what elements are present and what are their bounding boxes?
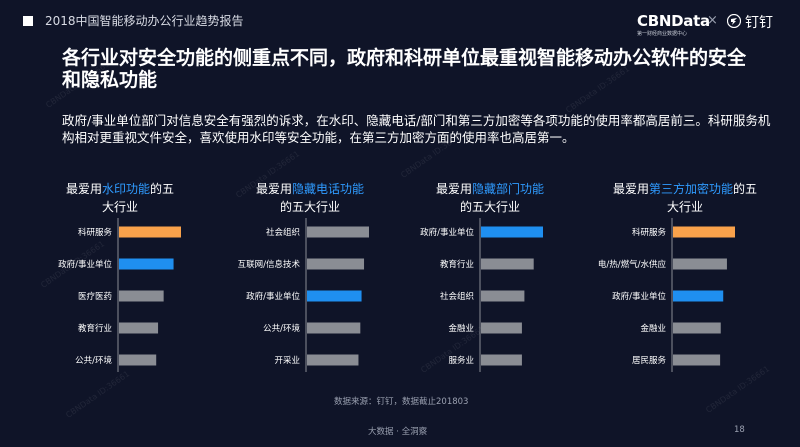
bar xyxy=(307,258,365,270)
category-label: 科研服务 xyxy=(632,227,667,238)
category-label: 开采业 xyxy=(274,355,300,366)
bar xyxy=(673,226,735,238)
category-label: 政府/事业单位 xyxy=(612,291,666,302)
bar xyxy=(307,226,369,238)
category-label: 金融业 xyxy=(640,323,666,334)
bar xyxy=(119,322,159,334)
panel-title-pre: 最爱用 xyxy=(435,182,472,196)
panel-title-pre: 最爱用 xyxy=(612,182,649,196)
bar xyxy=(307,354,359,366)
panel-title-post: 的五大行业 xyxy=(101,182,175,214)
page-title: 各行业对安全功能的侧重点不同，政府和科研单位最重视智能移动办公软件的安全和隐私功… xyxy=(62,47,747,91)
category-label: 医疗医药 xyxy=(78,291,112,302)
bar xyxy=(481,226,543,238)
category-label: 社会组织 xyxy=(266,227,300,238)
panel-title-highlight: 水印功能 xyxy=(101,182,150,196)
panel-title-post: 的五大行业 xyxy=(279,200,340,214)
bar xyxy=(673,258,727,270)
panel-title-highlight: 隐藏电话功能 xyxy=(292,182,365,196)
panel-title-highlight: 第三方加密功能 xyxy=(648,182,733,196)
panel-title-post: 的五大行业 xyxy=(666,182,758,214)
panel-title-pre: 最爱用 xyxy=(65,182,102,196)
dingtalk-logo: 钉钉 xyxy=(745,15,773,31)
bar xyxy=(307,322,361,334)
category-label: 金融业 xyxy=(448,323,474,334)
bar xyxy=(673,322,721,334)
header-square-icon xyxy=(23,16,33,26)
logo-separator: × xyxy=(707,13,718,28)
category-label: 政府/事业单位 xyxy=(58,259,112,270)
page-number: 18 xyxy=(734,425,745,435)
category-label: 科研服务 xyxy=(78,227,113,238)
bar xyxy=(119,354,157,366)
panel-title-pre: 最爱用 xyxy=(255,182,292,196)
category-label: 居民服务 xyxy=(632,355,667,366)
panel-title-hide-phone: 最爱用隐藏电话功能的五大行业 xyxy=(250,180,370,216)
bar xyxy=(119,226,181,238)
category-label: 公共/环境 xyxy=(263,323,300,334)
category-label: 公共/环境 xyxy=(75,355,112,366)
cbndata-logo-subtitle: 第一财经商业数据中心 xyxy=(637,31,688,37)
cbndata-logo: CBNData xyxy=(637,12,710,30)
panel-title-post: 的五大行业 xyxy=(459,200,520,214)
bar xyxy=(481,290,525,302)
category-label: 服务业 xyxy=(448,355,474,366)
category-label: 社会组织 xyxy=(440,291,474,302)
dingtalk-icon xyxy=(727,14,741,28)
category-label: 政府/事业单位 xyxy=(246,291,300,302)
data-source: 数据来源：钉钉，数据截止201803 xyxy=(334,397,469,407)
report-title: 2018中国智能移动办公行业趋势报告 xyxy=(45,14,244,28)
category-label: 教育行业 xyxy=(440,259,474,270)
bar xyxy=(119,258,174,270)
panel-title-third-party-encryption: 最爱用第三方加密功能的五大行业 xyxy=(610,180,760,216)
footer-slogan: 大数据 · 全洞察 xyxy=(368,427,428,437)
panel-title-highlight: 隐藏部门功能 xyxy=(472,182,545,196)
panel-title-watermark: 最爱用水印功能的五大行业 xyxy=(65,180,175,216)
report-header: 2018中国智能移动办公行业趋势报告 CBNData 第一财经商业数据中心 × … xyxy=(0,0,800,37)
bar xyxy=(481,258,534,270)
bar xyxy=(673,354,721,366)
category-label: 政府/事业单位 xyxy=(420,227,474,238)
bar xyxy=(119,290,164,302)
bar xyxy=(673,290,724,302)
bar xyxy=(307,290,362,302)
page-description: 政府/事业单位部门对信息安全有强烈的诉求，在水印、隐藏电话/部门和第三方加密等各… xyxy=(62,113,771,145)
bar xyxy=(481,322,522,334)
bar xyxy=(481,354,522,366)
panel-title-hide-department: 最爱用隐藏部门功能的五大行业 xyxy=(430,180,550,216)
category-label: 教育行业 xyxy=(78,323,112,334)
category-label: 互联网/信息技术 xyxy=(238,259,301,270)
category-label: 电/热/燃气/水供应 xyxy=(598,259,667,270)
